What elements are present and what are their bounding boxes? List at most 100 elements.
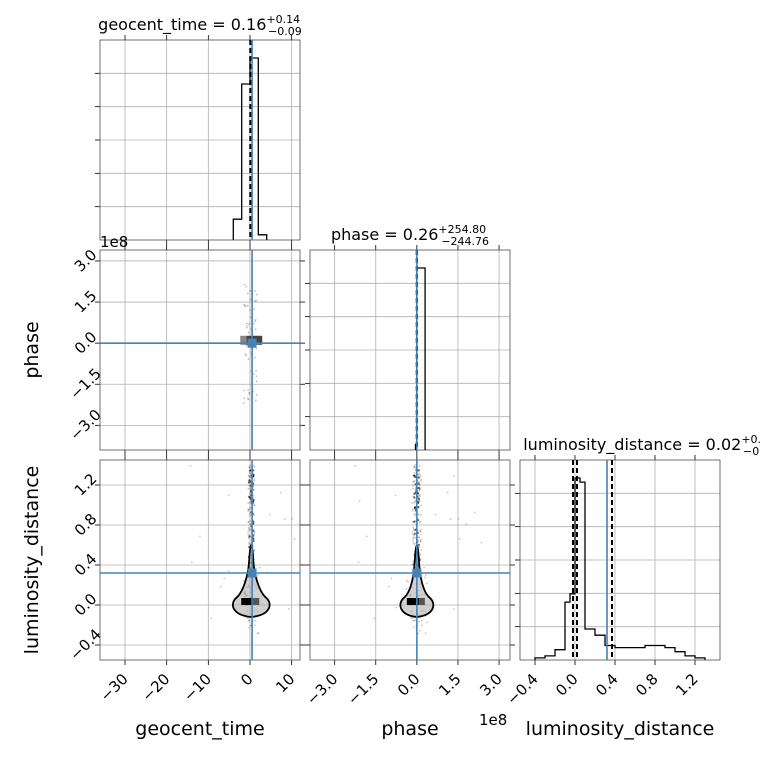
sample-point <box>418 620 420 623</box>
samples-phase-luminosity_distance <box>310 460 510 660</box>
panel-hist-phase <box>309 249 511 451</box>
sample-point <box>255 375 258 378</box>
x-tick-label: 1.2 <box>672 670 702 700</box>
sample-point <box>419 540 422 543</box>
sample-point <box>458 537 461 540</box>
sample-point <box>418 484 421 487</box>
sample-point <box>390 577 393 580</box>
sample-point <box>283 518 286 520</box>
x-axis-label-geocent_time: geocent_time <box>135 718 264 740</box>
sample-point <box>249 290 251 292</box>
sample-point <box>412 487 414 490</box>
sample-point <box>252 373 255 375</box>
sample-point <box>246 305 249 307</box>
sample-point <box>248 392 251 395</box>
sample-point <box>248 479 251 482</box>
sample-point <box>357 561 360 563</box>
sample-point <box>254 300 256 302</box>
x-tick-label: 0.0 <box>394 670 424 700</box>
y-tick-label: 0.0 <box>71 590 101 620</box>
sample-point <box>419 520 422 523</box>
sample-point <box>409 617 412 619</box>
sample-point <box>395 606 398 609</box>
sample-point <box>253 465 256 468</box>
sample-point <box>244 305 246 307</box>
sample-point <box>418 513 421 516</box>
truth-marker <box>247 568 257 578</box>
sample-point <box>247 533 249 536</box>
sample-point <box>253 356 256 359</box>
sample-point <box>249 520 252 522</box>
sample-point <box>253 531 256 534</box>
histogram-luminosity_distance <box>534 477 706 660</box>
sample-point <box>418 487 421 490</box>
sample-point <box>419 528 422 531</box>
sample-point <box>245 354 248 357</box>
x-tick-label: −20 <box>138 670 173 705</box>
sample-point <box>291 517 294 520</box>
sample-point <box>247 484 250 487</box>
sample-point <box>419 553 422 556</box>
sample-point <box>418 488 421 491</box>
sample-point <box>420 479 423 482</box>
sample-point <box>249 488 252 491</box>
truth-marker <box>412 568 422 578</box>
sample-point <box>247 509 250 511</box>
sample-point <box>419 533 422 536</box>
sample-point <box>473 511 476 514</box>
sample-point <box>254 290 256 292</box>
sample-point <box>248 465 251 468</box>
sample-point <box>253 322 255 325</box>
sample-point <box>412 528 415 530</box>
sample-point <box>414 464 417 467</box>
sample-point <box>247 487 250 490</box>
sample-point <box>423 566 426 569</box>
sample-point <box>413 543 416 546</box>
sample-point <box>418 521 421 524</box>
sample-point <box>420 549 422 551</box>
sample-point <box>243 283 246 286</box>
sample-point <box>411 533 414 536</box>
sample-point <box>248 476 251 479</box>
x-tick-label: −1.5 <box>344 670 382 708</box>
sample-point <box>248 626 250 629</box>
sample-point <box>247 510 250 512</box>
sample-point <box>412 536 415 538</box>
sample-point <box>245 285 248 288</box>
sample-point <box>413 501 416 504</box>
sample-point <box>247 474 250 477</box>
sample-point <box>413 471 416 474</box>
sample-point <box>269 513 271 516</box>
sample-point <box>420 619 423 622</box>
sample-point <box>419 475 422 478</box>
sample-point <box>247 521 250 524</box>
sample-point <box>246 397 249 400</box>
sample-point <box>255 299 258 302</box>
sample-point <box>219 585 222 588</box>
density-core <box>241 598 254 605</box>
sample-point <box>420 478 423 481</box>
gridlines-density <box>520 492 720 628</box>
sample-point <box>417 505 420 509</box>
sample-point <box>413 481 415 483</box>
sample-point <box>253 504 256 507</box>
sample-point <box>248 496 252 499</box>
y-tick-label: 0.8 <box>71 510 101 540</box>
y-tick-label: 1.5 <box>71 287 101 317</box>
sample-point <box>434 513 437 516</box>
sample-point <box>249 501 252 503</box>
sample-point <box>243 389 246 392</box>
sample-point <box>419 629 421 632</box>
title-geocent_time: geocent_time = 0.16+0.14 −0.09 <box>98 13 302 38</box>
sample-point <box>418 500 421 503</box>
x-offset-text-phase: 1e8 <box>479 711 507 729</box>
sample-point <box>247 528 250 530</box>
sample-point <box>414 619 417 622</box>
x-tick-label: 1.5 <box>435 670 465 700</box>
sample-point <box>253 514 256 517</box>
sample-point <box>258 566 261 569</box>
sample-point <box>248 466 251 469</box>
sample-point <box>248 392 250 394</box>
sample-point <box>446 491 449 494</box>
